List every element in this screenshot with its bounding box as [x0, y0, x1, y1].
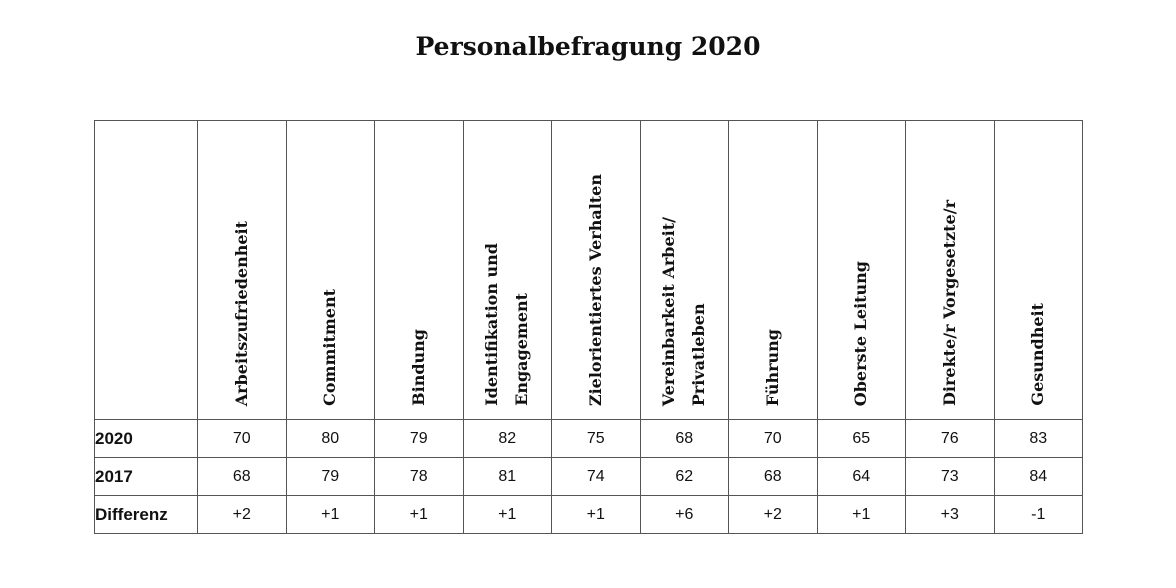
table-cell: 84: [993, 457, 1083, 496]
column-header: Commitment: [285, 120, 375, 420]
table-cell: 64: [816, 457, 906, 496]
column-header: Direkte/r Vorgesetzte/r: [905, 120, 995, 420]
column-header-label: Zielorientiertes Verhalten: [585, 173, 605, 406]
chart-title: Personalbefragung 2020: [415, 32, 761, 61]
column-header: Identifikation und Engagement: [462, 120, 552, 420]
table-cell: +2: [197, 495, 287, 534]
column-header-label: Vereinbarkeit Arbeit/ Privatleben: [659, 216, 709, 406]
column-header: Bindung: [374, 120, 464, 420]
corner-cell: [94, 120, 198, 420]
column-header-label: Direkte/r Vorgesetzte/r: [939, 200, 959, 406]
table-cell: 81: [462, 457, 552, 496]
table-cell: 78: [374, 457, 464, 496]
table-row: Differenz +2 +1 +1 +1 +1 +6 +2 +1 +3 -1: [94, 495, 1083, 534]
header-row: Arbeitszufriedenheit Commitment Bindung …: [94, 120, 1083, 420]
row-label: 2017: [94, 457, 198, 496]
table-cell: 68: [639, 419, 729, 458]
column-header-label: Gesundheit: [1028, 303, 1048, 406]
column-header: Vereinbarkeit Arbeit/ Privatleben: [639, 120, 729, 420]
row-label: 2020: [94, 419, 198, 458]
table-cell: -1: [993, 495, 1083, 534]
table-cell: 74: [551, 457, 641, 496]
column-header: Zielorientiertes Verhalten: [551, 120, 641, 420]
column-header-label: Führung: [762, 328, 782, 406]
column-header-label: Bindung: [408, 329, 428, 406]
table-cell: +2: [728, 495, 818, 534]
table-cell: 79: [374, 419, 464, 458]
table-cell: 75: [551, 419, 641, 458]
table-cell: 65: [816, 419, 906, 458]
column-header: Oberste Leitung: [816, 120, 906, 420]
table-cell: 83: [993, 419, 1083, 458]
table-cell: +1: [816, 495, 906, 534]
table-cell: +1: [462, 495, 552, 534]
row-label: Differenz: [94, 495, 198, 534]
table-cell: 79: [285, 457, 375, 496]
table-cell: 70: [728, 419, 818, 458]
table-cell: +1: [285, 495, 375, 534]
column-header: Gesundheit: [993, 120, 1083, 420]
table-cell: 62: [639, 457, 729, 496]
table-cell: +3: [905, 495, 995, 534]
table-cell: +6: [639, 495, 729, 534]
table-cell: 76: [905, 419, 995, 458]
survey-table: Arbeitszufriedenheit Commitment Bindung …: [94, 120, 1083, 534]
column-header-label: Commitment: [320, 289, 340, 406]
table-cell: +1: [551, 495, 641, 534]
table-cell: +1: [374, 495, 464, 534]
column-header-label: Identifikation und Engagement: [482, 243, 532, 406]
table-cell: 82: [462, 419, 552, 458]
table-cell: 70: [197, 419, 287, 458]
table-row: 2020 70 80 79 82 75 68 70 65 76 83: [94, 419, 1083, 458]
table-cell: 68: [728, 457, 818, 496]
column-header-label: Oberste Leitung: [851, 260, 871, 406]
table-cell: 73: [905, 457, 995, 496]
table-cell: 80: [285, 419, 375, 458]
column-header: Arbeitszufriedenheit: [197, 120, 287, 420]
table-cell: 68: [197, 457, 287, 496]
column-header: Führung: [728, 120, 818, 420]
column-header-label: Arbeitszufriedenheit: [231, 220, 251, 406]
table-row: 2017 68 79 78 81 74 62 68 64 73 84: [94, 457, 1083, 496]
